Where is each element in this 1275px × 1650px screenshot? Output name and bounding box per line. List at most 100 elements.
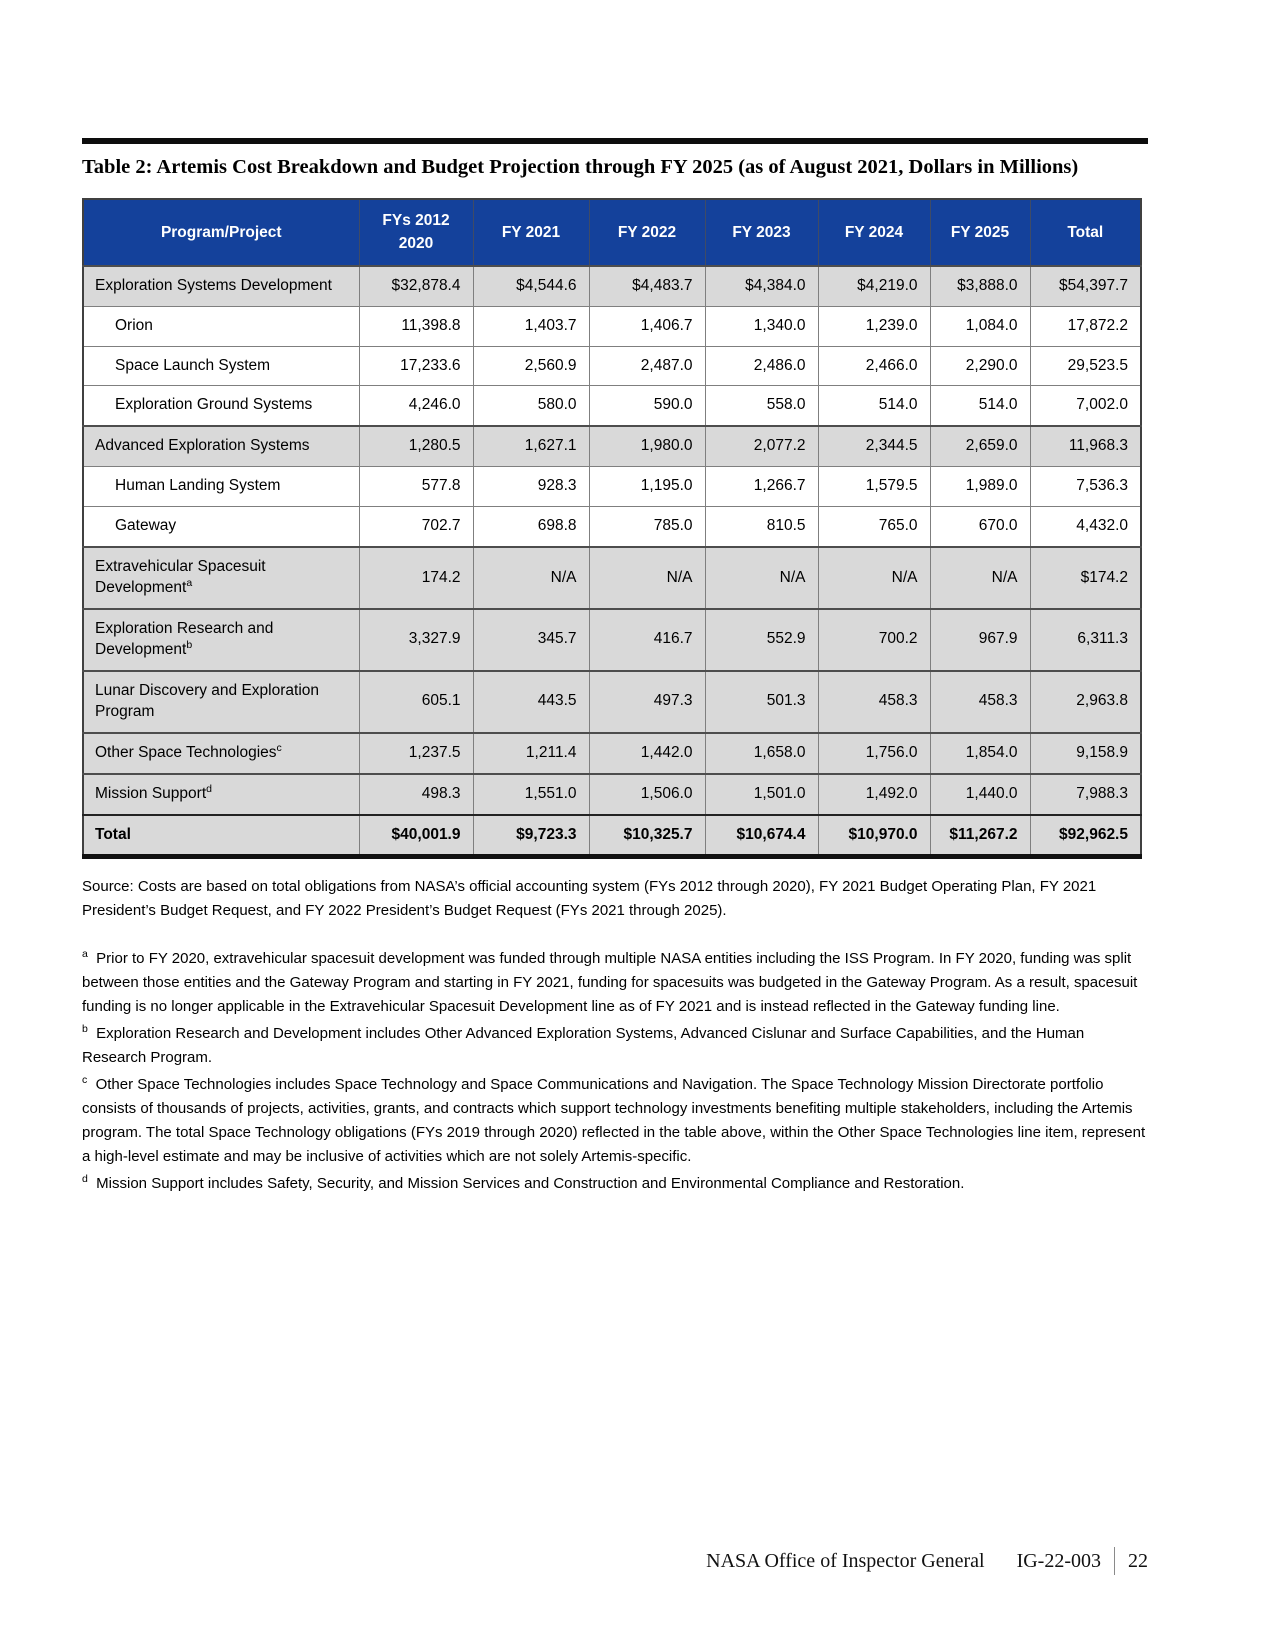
cell-value: 1,266.7 <box>704 466 818 507</box>
document-page: Table 2: Artemis Cost Breakdown and Budg… <box>82 138 1148 1199</box>
cell-value: 1,280.5 <box>358 426 473 467</box>
cell-value: 2,560.9 <box>472 346 589 386</box>
footnote-marker-a: a <box>82 948 88 961</box>
cell-value: 810.5 <box>704 506 818 548</box>
cell-value: 590.0 <box>588 385 705 427</box>
table-row: Extravehicular Spacesuit Developmenta 174… <box>83 547 1141 609</box>
cell-value: $10,970.0 <box>817 814 930 857</box>
cell-value: $92,962.5 <box>1029 814 1141 857</box>
source-note: Source: Costs are based on total obligat… <box>82 878 1097 920</box>
cell-value: 605.1 <box>358 670 473 733</box>
table-header-row: Program/Project FYs 2012 2020 FY 2021 FY 202… <box>83 199 1141 266</box>
cell-value: 498.3 <box>358 773 473 815</box>
cell-value: 7,988.3 <box>1029 773 1141 815</box>
table-row: Human Landing System 577.8 928.3 1,195.0 1,2… <box>83 466 1141 507</box>
cell-value: 1,084.0 <box>929 306 1030 347</box>
cell-value: 1,237.5 <box>358 732 473 774</box>
cell-value: 416.7 <box>588 609 705 671</box>
cell-value: N/A <box>588 547 705 609</box>
cell-value: 2,466.0 <box>817 346 930 386</box>
cell-value: $3,888.0 <box>929 265 1030 307</box>
cell-value: 2,659.0 <box>929 426 1030 467</box>
cell-value: 1,658.0 <box>704 732 818 774</box>
footnote-marker-b: b <box>186 638 193 651</box>
cell-value: 1,506.0 <box>588 773 705 815</box>
table-row: Exploration Systems Development $32,878.4… <box>83 265 1141 307</box>
cell-value: 443.5 <box>472 670 589 733</box>
cell-value: 17,872.2 <box>1029 306 1141 347</box>
footnote-marker-d: d <box>206 782 212 795</box>
footnote-c: c Other Space Technologies includes Spac… <box>82 1074 1146 1166</box>
cell-value: $10,674.4 <box>704 814 818 857</box>
cell-value: 4,246.0 <box>358 385 473 427</box>
row-label: Gateway <box>83 506 359 548</box>
cell-value: 1,195.0 <box>588 466 705 507</box>
row-label: Lunar Discovery and Exploration Program <box>83 670 359 733</box>
page-footer: NASA Office of Inspector General IG-22-0… <box>706 1547 1148 1575</box>
row-label: Exploration Systems Development <box>83 265 359 307</box>
cell-value: 1,627.1 <box>472 426 589 467</box>
cell-value: 3,327.9 <box>358 609 473 671</box>
cell-value: $4,483.7 <box>588 265 705 307</box>
cell-value: $4,219.0 <box>817 265 930 307</box>
row-label: Advanced Exploration Systems <box>83 426 359 467</box>
cell-value: 1,211.4 <box>472 732 589 774</box>
footnote-marker-a: a <box>186 576 193 589</box>
cell-value: 2,963.8 <box>1029 670 1141 733</box>
cell-value: $11,267.2 <box>929 814 1030 857</box>
row-label: Human Landing System <box>83 466 359 507</box>
cell-value: $32,878.4 <box>358 265 473 307</box>
cell-value: 700.2 <box>817 609 930 671</box>
row-label: Total <box>83 814 359 857</box>
row-label: Orion <box>83 306 359 347</box>
column-header-fys-2012: FYs 2012 2020 <box>358 199 473 266</box>
cell-value: N/A <box>472 547 589 609</box>
cell-value: 17,233.6 <box>358 346 473 386</box>
cell-value: N/A <box>704 547 818 609</box>
cell-value: 29,523.5 <box>1029 346 1141 386</box>
row-label: Other Space Technologiesc <box>83 732 359 774</box>
cell-value: 1,579.5 <box>817 466 930 507</box>
cell-value: 785.0 <box>588 506 705 548</box>
table-row: Lunar Discovery and Exploration Program 6… <box>83 670 1141 733</box>
footer-report-id: IG-22-003 <box>1016 1549 1101 1572</box>
table-row: Total $40,001.9 $9,723.3 $10,325.7 $10,674.4… <box>83 814 1141 857</box>
cell-value: 1,501.0 <box>704 773 818 815</box>
column-header-program-project: Program/Project <box>83 199 359 266</box>
cell-value: 928.3 <box>472 466 589 507</box>
cell-value: 670.0 <box>929 506 1030 548</box>
cell-value: 702.7 <box>358 506 473 548</box>
footnotes: a Prior to FY 2020, extravehicular space… <box>82 947 1148 1196</box>
cell-value: 458.3 <box>817 670 930 733</box>
cell-value: 345.7 <box>472 609 589 671</box>
footnote-marker-c: c <box>82 1074 88 1087</box>
cell-value: 2,344.5 <box>817 426 930 467</box>
table-row: Exploration Ground Systems 4,246.0 580.0 59… <box>83 385 1141 427</box>
cell-value: 4,432.0 <box>1029 506 1141 548</box>
cell-value: 458.3 <box>929 670 1030 733</box>
cell-value: 1,239.0 <box>817 306 930 347</box>
row-label: Space Launch System <box>83 346 359 386</box>
cell-value: 1,989.0 <box>929 466 1030 507</box>
cell-value: 577.8 <box>358 466 473 507</box>
cell-value: 2,290.0 <box>929 346 1030 386</box>
cell-value: 11,398.8 <box>358 306 473 347</box>
table-row: Gateway 702.7 698.8 785.0 810.5 765.0 670.0 4,4… <box>83 506 1141 548</box>
table-row: Orion 11,398.8 1,403.7 1,406.7 1,340.0 1,239.… <box>83 306 1141 347</box>
cell-value: 580.0 <box>472 385 589 427</box>
row-label: Exploration Ground Systems <box>83 385 359 427</box>
cell-value: 1,492.0 <box>817 773 930 815</box>
cell-value: $4,544.6 <box>472 265 589 307</box>
cell-value: 497.3 <box>588 670 705 733</box>
footnote-b: b Exploration Research and Development i… <box>82 1023 1085 1067</box>
cell-value: 1,551.0 <box>472 773 589 815</box>
cell-value: 514.0 <box>929 385 1030 427</box>
footnote-marker-b: b <box>82 1023 88 1036</box>
column-header-total: Total <box>1029 199 1141 266</box>
cell-value: N/A <box>929 547 1030 609</box>
column-header-fy-2023: FY 2023 <box>704 199 818 266</box>
cell-value: 6,311.3 <box>1029 609 1141 671</box>
table-row: Advanced Exploration Systems 1,280.5 1,627… <box>83 426 1141 467</box>
cell-value: $174.2 <box>1029 547 1141 609</box>
column-header-fy-2024: FY 2024 <box>817 199 930 266</box>
